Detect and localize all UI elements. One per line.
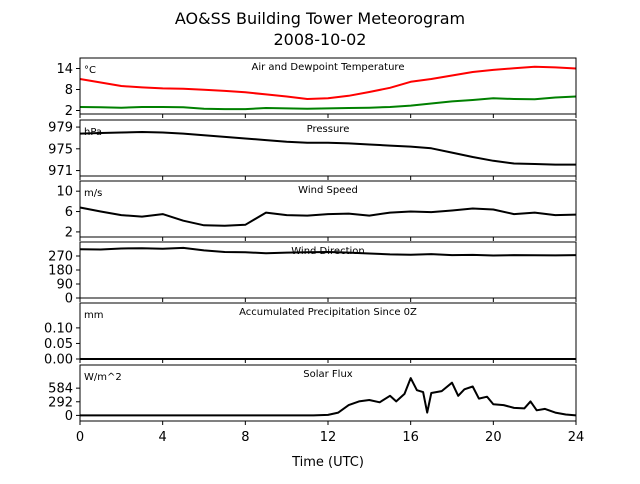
x-tick-label-2: 8: [241, 430, 249, 445]
x-tick-label-5: 20: [485, 430, 502, 445]
y-tick-label-4-2: 0.10: [44, 321, 73, 336]
x-axis-label: Time (UTC): [291, 455, 364, 470]
x-tick-label-1: 4: [159, 430, 167, 445]
y-tick-label-1-0: 971: [48, 164, 73, 179]
y-tick-label-2-0: 2: [65, 225, 73, 240]
panel-unit-label-0: °C: [84, 65, 96, 76]
x-tick-label-4: 16: [402, 430, 419, 445]
panel-2: 2 6 10 Wind Speed m/s: [56, 180, 577, 241]
y-tick-label-5-0: 0: [65, 409, 73, 424]
panel-title-2: Wind Speed: [298, 185, 358, 196]
panel-title-4: Accumulated Precipitation Since 0Z: [239, 307, 417, 318]
panel-unit-label-1: hPa: [84, 127, 102, 138]
panels-group: 2 8 14 Air and Dewpoint Temperature °C 971 975…: [44, 57, 585, 445]
y-tick-label-4-0: 0.00: [44, 353, 73, 368]
y-tick-label-3-0: 0: [65, 292, 73, 307]
x-tick-label-6: 24: [568, 430, 585, 445]
series-line-3-0: [79, 246, 577, 257]
y-tick-label-0-0: 2: [65, 104, 73, 119]
panel-title-3: Wind Direction: [291, 246, 365, 257]
x-tick-label-3: 12: [320, 430, 337, 445]
panel-title-5: Solar Flux: [303, 369, 353, 380]
y-tick-label-0-1: 8: [65, 83, 73, 98]
figure-subtitle: 2008-10-02: [274, 30, 367, 49]
figure-title: AO&SS Building Tower Meteorogram: [175, 9, 465, 28]
panel-4: 0.000.050.10 Accumulated Precipitation Si…: [44, 302, 577, 368]
series-line-0-1: [79, 95, 577, 111]
y-tick-label-1-2: 979: [48, 121, 73, 136]
y-tick-label-2-2: 10: [56, 185, 73, 200]
panel-title-0: Air and Dewpoint Temperature: [252, 62, 405, 73]
y-tick-label-4-1: 0.05: [44, 337, 73, 352]
panel-unit-label-5: W/m^2: [84, 372, 122, 383]
series-line-5-0: [80, 377, 577, 417]
x-tick-label-0: 0: [76, 430, 84, 445]
y-tick-label-0-2: 14: [56, 62, 73, 77]
panel-0: 2 8 14 Air and Dewpoint Temperature °C: [56, 57, 577, 119]
y-tick-label-3-3: 270: [48, 250, 73, 265]
panel-unit-label-2: m/s: [84, 188, 102, 199]
y-tick-label-1-1: 975: [48, 142, 73, 157]
panel-unit-label-4: mm: [84, 310, 103, 321]
panel-1: 971 975 979 Pressure hPa: [48, 119, 577, 180]
y-tick-label-5-2: 584: [48, 382, 73, 397]
y-tick-label-3-1: 90: [56, 278, 73, 293]
series-line-1-0: [79, 131, 576, 166]
y-tick-label-2-1: 6: [65, 205, 73, 220]
y-tick-label-3-2: 180: [48, 264, 73, 279]
series-line-2-0: [79, 206, 577, 227]
panel-title-1: Pressure: [307, 124, 350, 135]
y-tick-label-5-1: 292: [48, 395, 73, 410]
series-line-0-0: [79, 65, 577, 100]
